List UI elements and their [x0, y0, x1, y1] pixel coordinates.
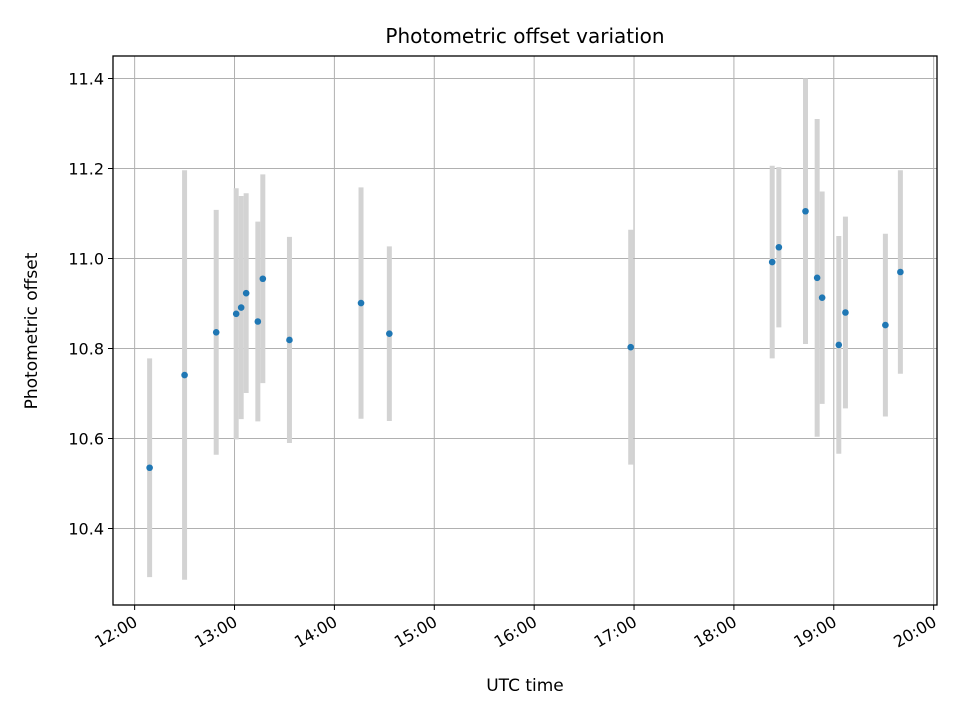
- data-point: [882, 321, 889, 329]
- data-point: [237, 304, 245, 311]
- x-axis-label: UTC time: [486, 676, 564, 696]
- data-point: [212, 329, 220, 336]
- y-tick-label: 11.2: [68, 160, 104, 179]
- data-point: [813, 274, 821, 282]
- data-point: [775, 243, 783, 251]
- data-point: [386, 330, 393, 337]
- data-point: [357, 299, 365, 307]
- data-point: [835, 341, 843, 349]
- data-point: [232, 310, 240, 318]
- data-point: [286, 336, 293, 344]
- y-tick-label: 10.8: [68, 340, 104, 359]
- y-tick-label: 10.4: [68, 520, 104, 539]
- data-point: [242, 289, 250, 297]
- data-point: [181, 371, 188, 379]
- data-point: [897, 268, 904, 276]
- point-layer: [146, 207, 904, 472]
- data-point: [768, 258, 776, 266]
- data-point: [802, 207, 809, 215]
- plot-frame: [112, 55, 938, 606]
- data-point: [146, 464, 153, 472]
- grid-layer: [113, 56, 937, 605]
- y-tick-label: 11.4: [68, 70, 104, 89]
- y-tick-label: 11.0: [68, 250, 104, 269]
- data-point: [259, 275, 267, 283]
- data-point: [254, 318, 262, 325]
- y-axis-label: Photometric offset: [22, 252, 42, 409]
- data-point: [627, 343, 635, 351]
- y-tick-label: 10.6: [68, 430, 104, 449]
- chart-title: Photometric offset variation: [385, 24, 664, 48]
- data-point: [842, 309, 849, 316]
- data-point: [818, 294, 826, 301]
